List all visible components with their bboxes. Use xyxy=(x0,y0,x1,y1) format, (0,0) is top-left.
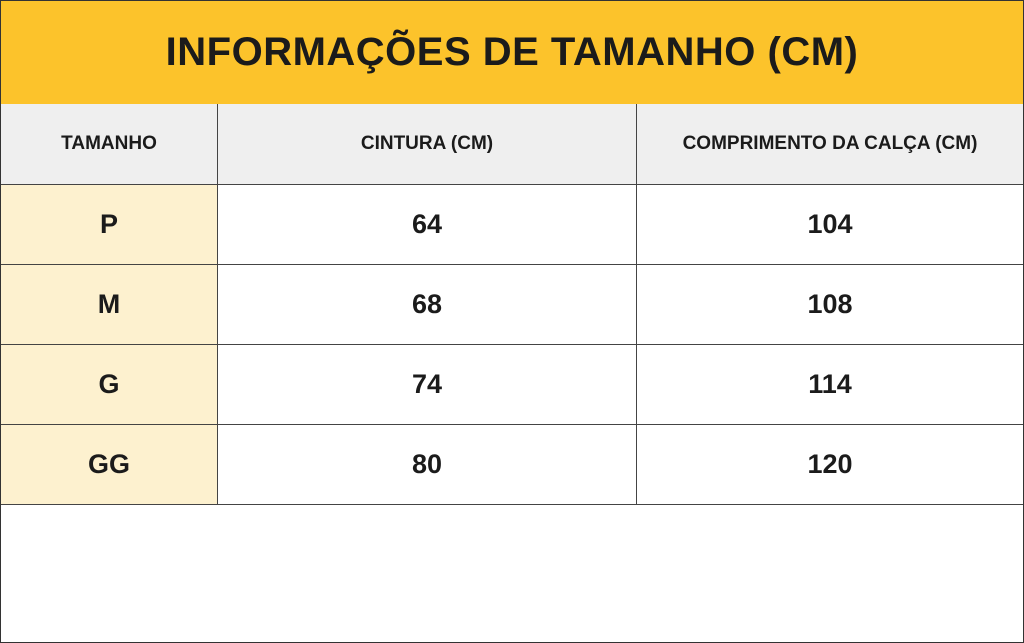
measurement: 74 xyxy=(218,345,637,425)
measurement: 104 xyxy=(637,185,1023,265)
column-header: CINTURA (CM) xyxy=(218,104,637,185)
size-label: P xyxy=(1,185,218,265)
measurement: 68 xyxy=(218,265,637,345)
measurement: 108 xyxy=(637,265,1023,345)
size-label: G xyxy=(1,345,218,425)
title: INFORMAÇÕES DE TAMANHO (CM) xyxy=(165,30,859,74)
measurement: 80 xyxy=(218,425,637,505)
measurement: 114 xyxy=(637,345,1023,425)
column-header: COMPRIMENTO DA CALÇA (CM) xyxy=(637,104,1023,185)
title-banner: INFORMAÇÕES DE TAMANHO (CM) xyxy=(1,1,1023,105)
size-label: GG xyxy=(1,425,218,505)
column-header: TAMANHO xyxy=(1,104,218,185)
measurement: 64 xyxy=(218,185,637,265)
measurement: 120 xyxy=(637,425,1023,505)
size-label: M xyxy=(1,265,218,345)
